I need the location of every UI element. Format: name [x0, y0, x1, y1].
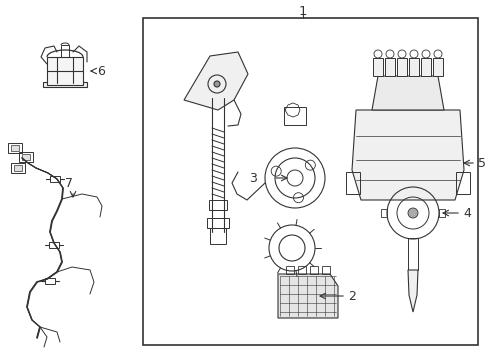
Text: 4: 4 — [462, 207, 470, 220]
Text: 7: 7 — [65, 176, 73, 189]
Bar — [206, 218, 228, 228]
Bar — [297, 266, 305, 274]
Bar — [61, 45, 69, 57]
Bar — [142, 18, 477, 345]
Bar — [408, 58, 418, 76]
Text: 5: 5 — [477, 157, 485, 170]
Bar — [420, 58, 430, 76]
Polygon shape — [371, 76, 443, 110]
Bar — [11, 145, 19, 151]
Polygon shape — [351, 110, 463, 200]
Bar — [212, 210, 224, 218]
Polygon shape — [278, 274, 337, 318]
Bar — [384, 58, 394, 76]
Bar — [8, 143, 22, 153]
Circle shape — [214, 81, 220, 87]
Text: 6: 6 — [97, 64, 104, 77]
Text: 3: 3 — [248, 171, 257, 185]
Bar — [309, 266, 317, 274]
Bar — [284, 107, 305, 125]
Bar — [208, 200, 226, 210]
Bar — [45, 278, 55, 284]
Bar — [407, 238, 417, 270]
Bar — [50, 176, 60, 182]
Bar — [380, 209, 386, 217]
Text: 1: 1 — [298, 5, 306, 18]
Polygon shape — [183, 52, 247, 110]
Bar — [11, 163, 25, 173]
Bar — [438, 209, 444, 217]
Text: 2: 2 — [347, 289, 355, 302]
Bar — [22, 154, 30, 160]
Circle shape — [407, 208, 417, 218]
Bar — [285, 266, 293, 274]
Polygon shape — [47, 57, 83, 85]
Bar — [346, 172, 359, 194]
Bar — [19, 152, 33, 162]
Bar — [49, 242, 59, 248]
Bar — [432, 58, 442, 76]
Bar — [14, 165, 22, 171]
Bar — [396, 58, 406, 76]
Bar — [372, 58, 382, 76]
Polygon shape — [43, 82, 87, 87]
Bar — [455, 172, 469, 194]
Bar — [209, 228, 225, 244]
Bar — [321, 266, 329, 274]
Polygon shape — [407, 270, 417, 312]
